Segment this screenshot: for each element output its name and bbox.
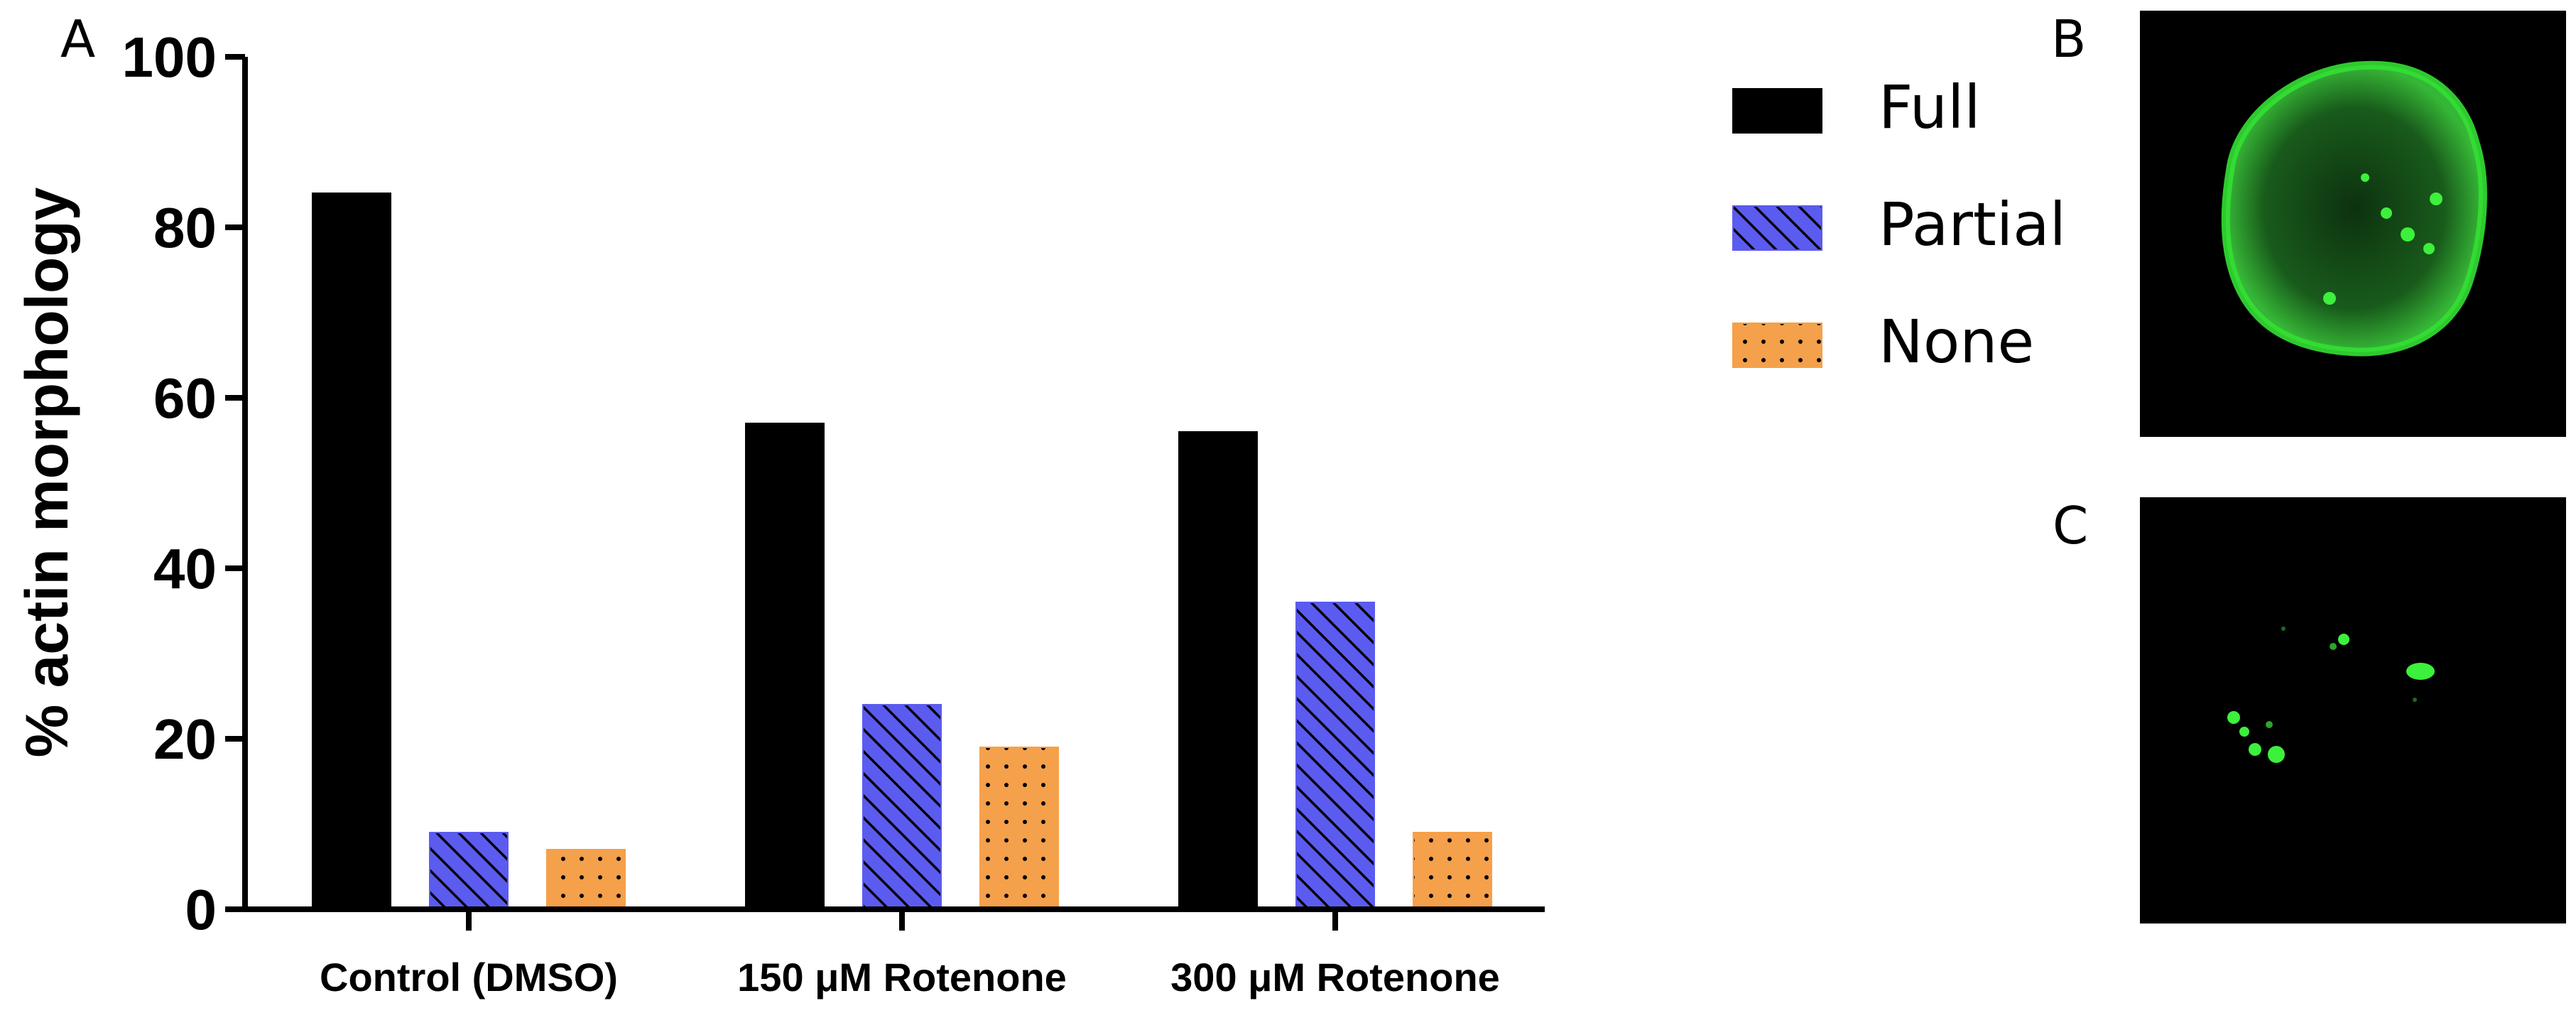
x-tick-label: Control (DMSO)	[320, 955, 618, 1000]
bar-none	[546, 849, 626, 910]
y-axis: 0 20 40 60 80 100	[122, 26, 248, 941]
bar-full	[312, 193, 391, 910]
bars	[312, 193, 1492, 910]
bar-none	[1413, 832, 1492, 910]
micrograph-b	[2140, 11, 2566, 437]
legend-label-partial: Partial	[1879, 190, 2066, 259]
legend: Full Partial None	[1732, 72, 2066, 377]
y-axis-label: % actin morphology	[13, 187, 80, 757]
bar-partial	[862, 704, 942, 910]
legend-swatch-none	[1732, 323, 1822, 368]
panel-label-a: A	[60, 9, 95, 69]
category-labels: Control (DMSO) 150 μM Rotenone 300 μM Rote…	[320, 955, 1500, 1000]
bar-chart: % actin morphology 0 20 40 60 80 100 Control …	[13, 26, 1545, 1000]
bar-partial	[429, 832, 509, 910]
legend-swatch-partial	[1732, 205, 1822, 251]
panel-label-b: B	[2051, 9, 2086, 69]
bar-full	[1178, 431, 1258, 910]
y-tick-label: 0	[185, 878, 217, 941]
x-tick-label: 300 μM Rotenone	[1170, 955, 1500, 1000]
bar-none	[979, 747, 1059, 910]
legend-label-none: None	[1879, 307, 2034, 377]
y-tick-label: 60	[153, 367, 217, 430]
micrograph-c	[2140, 497, 2566, 923]
legend-label-full: Full	[1879, 72, 1981, 142]
y-tick-label: 80	[153, 196, 217, 259]
cell-punctate-actin-image	[2227, 627, 2435, 763]
panel-label-c: C	[2053, 496, 2088, 556]
bar-full	[745, 423, 825, 910]
y-tick-label: 100	[122, 26, 217, 89]
bar-partial	[1295, 602, 1375, 910]
y-tick-label: 40	[153, 537, 217, 600]
x-tick-label: 150 μM Rotenone	[737, 955, 1067, 1000]
x-axis	[242, 906, 1545, 931]
cell-full-actin-image	[2225, 65, 2483, 352]
legend-swatch-full	[1732, 88, 1822, 134]
y-tick-label: 20	[153, 708, 217, 771]
